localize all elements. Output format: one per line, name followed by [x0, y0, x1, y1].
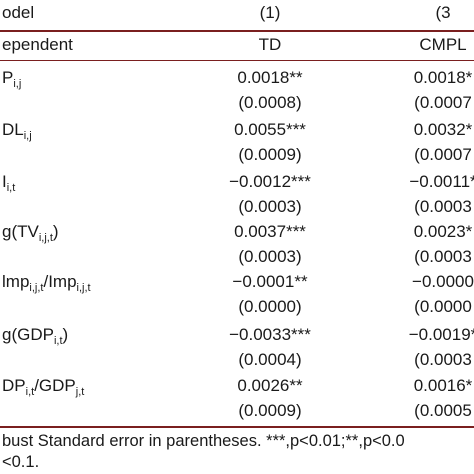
footnote: bust Standard error in parentheses. ***,…	[2, 432, 405, 450]
row-label: Ii,t	[2, 172, 15, 198]
label-text: P	[2, 68, 14, 87]
standard-error: (0.0008)	[238, 93, 302, 112]
subscript: i,j	[23, 130, 32, 142]
label-text: /Imp	[43, 272, 77, 291]
label-text: I	[2, 172, 7, 191]
header-rule	[0, 30, 474, 32]
coefficient: −0.0011*	[409, 172, 474, 191]
standard-error: (0.0009)	[238, 145, 302, 164]
header-cell: (1)	[259, 3, 281, 22]
subheader-rule	[0, 60, 474, 61]
bottom-rule	[0, 426, 474, 428]
subscript: i,j,t	[29, 282, 44, 294]
coefficient: −0.0000	[412, 272, 474, 291]
coefficient: 0.0018**	[237, 68, 303, 87]
standard-error: (0.0007	[414, 93, 472, 112]
coefficient: −0.0019*	[408, 325, 474, 344]
row-label: Pi,j	[2, 68, 21, 94]
standard-error: (0.0000)	[238, 297, 302, 316]
label-text: g(GDP	[2, 325, 54, 344]
header-cell: (3	[435, 3, 451, 22]
coefficient: −0.0001**	[232, 272, 308, 291]
subscript: i,j	[13, 78, 22, 90]
coefficient: 0.0016*	[413, 376, 473, 395]
subscript: i,t	[53, 335, 63, 347]
subscript: i,t	[6, 182, 16, 194]
coefficient: 0.0018*	[413, 68, 473, 87]
row-label: DLi,j	[2, 120, 32, 146]
coefficient: 0.0026**	[237, 376, 303, 395]
standard-error: (0.0003	[414, 247, 472, 266]
standard-error: (0.0003)	[238, 197, 302, 216]
standard-error: (0.0009)	[238, 401, 302, 420]
standard-error: (0.0005	[414, 401, 472, 420]
subscript: i,j,t	[76, 282, 91, 294]
subheader-cell: TD	[258, 35, 282, 54]
label-text: )	[52, 222, 59, 241]
label-text: lmp	[2, 272, 30, 291]
coefficient: −0.0012***	[229, 172, 311, 191]
standard-error: (0.0003	[414, 197, 472, 216]
standard-error: (0.0007	[414, 145, 472, 164]
subscript: i,j,t	[38, 232, 53, 244]
subscript: i,t	[25, 386, 35, 398]
row-label: g(TVi,j,t)	[2, 222, 59, 248]
standard-error: (0.0003	[414, 350, 472, 369]
coefficient: 0.0055***	[234, 120, 306, 139]
standard-error: (0.0003)	[238, 247, 302, 266]
footnote: <0.1.	[2, 453, 40, 471]
row-label: lmpi,j,t/Impi,j,t	[2, 272, 91, 298]
subscript: j,t	[75, 386, 85, 398]
subheader-cell: CMPL	[419, 35, 467, 54]
label-text: g(TV	[2, 222, 39, 241]
standard-error: (0.0000	[414, 297, 472, 316]
label-text: DP	[2, 376, 26, 395]
row-label: DPi,t/GDPj,t	[2, 376, 84, 402]
header-cell: odel	[2, 3, 35, 22]
subheader-cell: ependent	[2, 35, 73, 54]
label-text: )	[62, 325, 69, 344]
coefficient: −0.0033***	[229, 325, 311, 344]
label-text: DL	[2, 120, 24, 139]
coefficient: 0.0023*	[413, 222, 473, 241]
label-text: /GDP	[34, 376, 76, 395]
coefficient: 0.0032*	[413, 120, 473, 139]
standard-error: (0.0004)	[238, 350, 302, 369]
row-label: g(GDPi,t)	[2, 325, 68, 351]
coefficient: 0.0037***	[234, 222, 306, 241]
